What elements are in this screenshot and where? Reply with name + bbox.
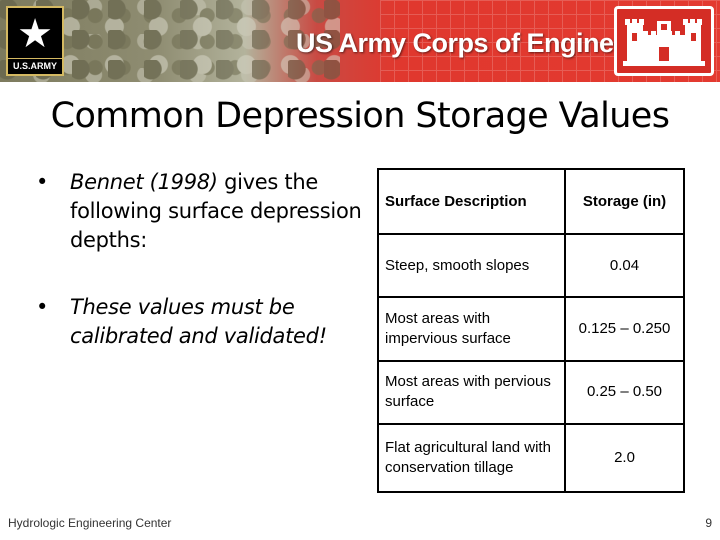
- table-header-row: Surface Description Storage (in): [377, 167, 685, 236]
- header-banner: ★ U.S.ARMY US Army Corps of Engineers: [0, 0, 720, 82]
- army-logo-text: U.S.ARMY: [8, 58, 62, 71]
- table-row: Most areas with pervious surface 0.25 – …: [377, 359, 685, 425]
- bullet-list: • Bennet (1998) gives the following surf…: [36, 168, 366, 351]
- page-number: 9: [705, 516, 712, 530]
- bullet-2-text: These values must be calibrated and vali…: [70, 295, 327, 348]
- storage-table: Surface Description Storage (in) Steep, …: [377, 167, 685, 494]
- table-row: Steep, smooth slopes 0.04: [377, 233, 685, 299]
- table-row: Most areas with impervious surface 0.125…: [377, 296, 685, 362]
- bullet-dot: •: [36, 295, 49, 319]
- header-storage: Storage (in): [564, 167, 685, 236]
- row-description: Most areas with pervious surface: [377, 359, 566, 425]
- bennet-citation: Bennet (1998): [70, 170, 218, 194]
- org-name: US Army Corps of Engineers: [296, 28, 653, 58]
- army-logo: ★ U.S.ARMY: [6, 6, 64, 76]
- footer-org: Hydrologic Engineering Center: [8, 516, 172, 530]
- row-storage-value: 0.04: [564, 233, 685, 299]
- star-icon: ★: [17, 11, 53, 57]
- bullet-calibrate: • These values must be calibrated and va…: [36, 293, 366, 351]
- row-description: Most areas with impervious surface: [377, 296, 566, 362]
- castle-logo: [614, 6, 714, 76]
- row-storage-value: 2.0: [564, 422, 685, 494]
- bullet-dot: •: [36, 170, 49, 194]
- row-description: Flat agricultural land with conservation…: [377, 422, 566, 494]
- slide-title: Common Depression Storage Values: [50, 96, 670, 136]
- row-storage-value: 0.125 – 0.250: [564, 296, 685, 362]
- bullet-1-text: gives the following surface depression d…: [70, 170, 362, 252]
- bullet-bennet: • Bennet (1998) gives the following surf…: [36, 168, 366, 255]
- row-description: Steep, smooth slopes: [377, 233, 566, 299]
- table-row: Flat agricultural land with conservation…: [377, 422, 685, 494]
- row-storage-value: 0.25 – 0.50: [564, 359, 685, 425]
- header-surface-description: Surface Description: [377, 167, 566, 236]
- castle-icon: [623, 19, 705, 66]
